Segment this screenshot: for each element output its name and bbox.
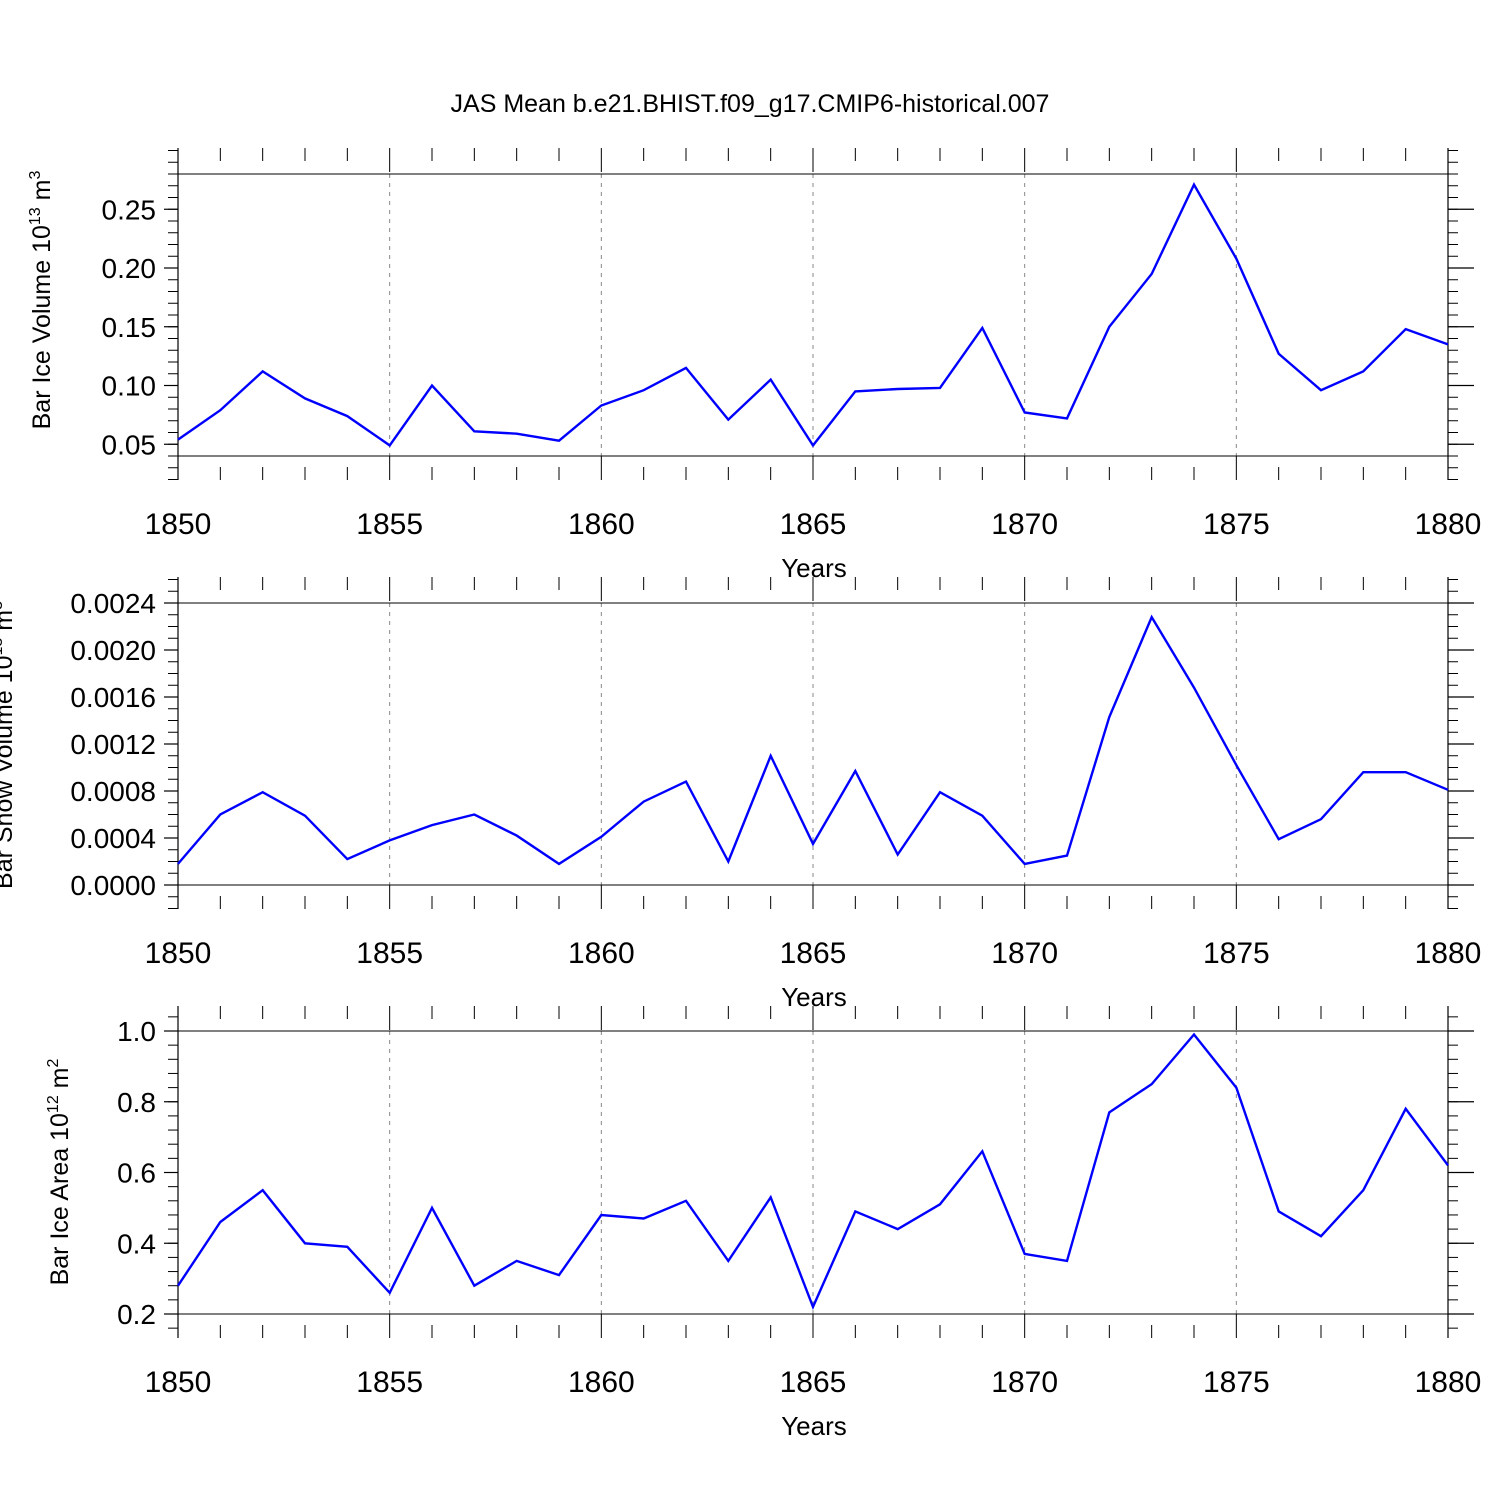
x-tick-label: 1880 — [1415, 508, 1482, 541]
y-axis-label: Bar Ice Area 1012 m2 — [45, 1059, 74, 1286]
x-tick-label: 1855 — [356, 1366, 423, 1399]
x-tick-label: 1865 — [780, 937, 847, 970]
x-tick-label: 1860 — [568, 508, 635, 541]
y-tick-label: 0.0020 — [70, 635, 156, 666]
y-tick-label: 0.0024 — [70, 588, 156, 619]
x-tick-label: 1870 — [991, 1366, 1058, 1399]
x-tick-label: 1875 — [1203, 1366, 1270, 1399]
y-tick-label: 0.4 — [117, 1228, 156, 1259]
x-tick-label: 1880 — [1415, 937, 1482, 970]
y-axis-label-text: m — [0, 610, 18, 638]
panel-2: 0.0000 0.0004 0.0008 0.0012 0.0016 0.0020 0.00… — [0, 577, 1481, 1012]
x-tick-label: 1850 — [145, 1366, 212, 1399]
y-tick-label: 0.6 — [117, 1158, 156, 1189]
series-line-bar-snow-volume — [177, 614, 1449, 866]
x-tick-label: 1870 — [991, 508, 1058, 541]
x-axis-label: Years — [781, 1411, 847, 1441]
x-tick-label: 1875 — [1203, 937, 1270, 970]
y-tick-label: 0.0012 — [70, 729, 156, 760]
y-axis-label-superscript: 12 — [45, 1095, 62, 1113]
panel-3: 0.2 0.4 0.6 0.8 1.0 1850 1855 1860 1865 1870 1875 1… — [45, 1006, 1481, 1441]
y-tick-label: 0.25 — [102, 194, 157, 225]
x-tick-label: 1850 — [145, 937, 212, 970]
y-axis-label-text: Bar Ice Volume 10 — [28, 225, 56, 429]
y-axis-label-superscript: 13 — [27, 207, 44, 225]
x-tick-label: 1865 — [780, 1366, 847, 1399]
x-tick-label: 1850 — [145, 508, 212, 541]
panel-1: 0.05 0.10 0.15 0.20 0.25 1850 1855 1860 1865 1870… — [27, 148, 1481, 583]
series-line-bar-ice-volume — [177, 182, 1449, 448]
y-tick-label: 0.0008 — [70, 776, 156, 807]
y-axis-label-text: m — [28, 180, 56, 208]
panels-group: 0.05 0.10 0.15 0.20 0.25 1850 1855 1860 1865 1870… — [0, 148, 1481, 1441]
y-axis-label-superscript: 3 — [27, 171, 44, 180]
y-tick-label: 0.2 — [117, 1299, 156, 1330]
y-tick-label: 0.15 — [102, 312, 157, 343]
x-tick-label: 1880 — [1415, 1366, 1482, 1399]
x-tick-label: 1855 — [356, 508, 423, 541]
y-tick-label: 0.0004 — [70, 823, 156, 854]
y-tick-label: 0.0016 — [70, 682, 156, 713]
y-axis-label: Bar Ice Volume 1013 m3 — [27, 171, 56, 430]
x-tick-label: 1860 — [568, 937, 635, 970]
y-axis-label-superscript: 3 — [0, 601, 6, 610]
y-tick-label: 1.0 — [117, 1016, 156, 1047]
series-line-bar-ice-area — [177, 1032, 1449, 1311]
y-tick-label: 0.05 — [102, 429, 157, 460]
y-tick-label: 0.0000 — [70, 870, 156, 901]
x-tick-label: 1865 — [780, 508, 847, 541]
x-tick-label: 1855 — [356, 937, 423, 970]
y-axis-label-text: Bar Snow Volume 10 — [0, 656, 18, 889]
y-axis-label-text: m — [46, 1068, 74, 1096]
y-axis-label-text: Bar Ice Area 10 — [46, 1113, 74, 1285]
x-tick-label: 1875 — [1203, 508, 1270, 541]
figure-title: JAS Mean b.e21.BHIST.f09_g17.CMIP6-histo… — [451, 90, 1050, 118]
y-tick-label: 0.8 — [117, 1087, 156, 1118]
y-axis-label: Bar Snow Volume 1013 m3 — [0, 601, 18, 889]
y-tick-label: 0.10 — [102, 371, 157, 402]
x-axis-label: Years — [781, 982, 847, 1012]
y-tick-label: 0.20 — [102, 253, 157, 284]
x-tick-label: 1860 — [568, 1366, 635, 1399]
y-axis-label-superscript: 2 — [45, 1059, 62, 1068]
x-axis-label: Years — [781, 553, 847, 583]
x-tick-label: 1870 — [991, 937, 1058, 970]
y-axis-label-superscript: 13 — [0, 638, 6, 656]
